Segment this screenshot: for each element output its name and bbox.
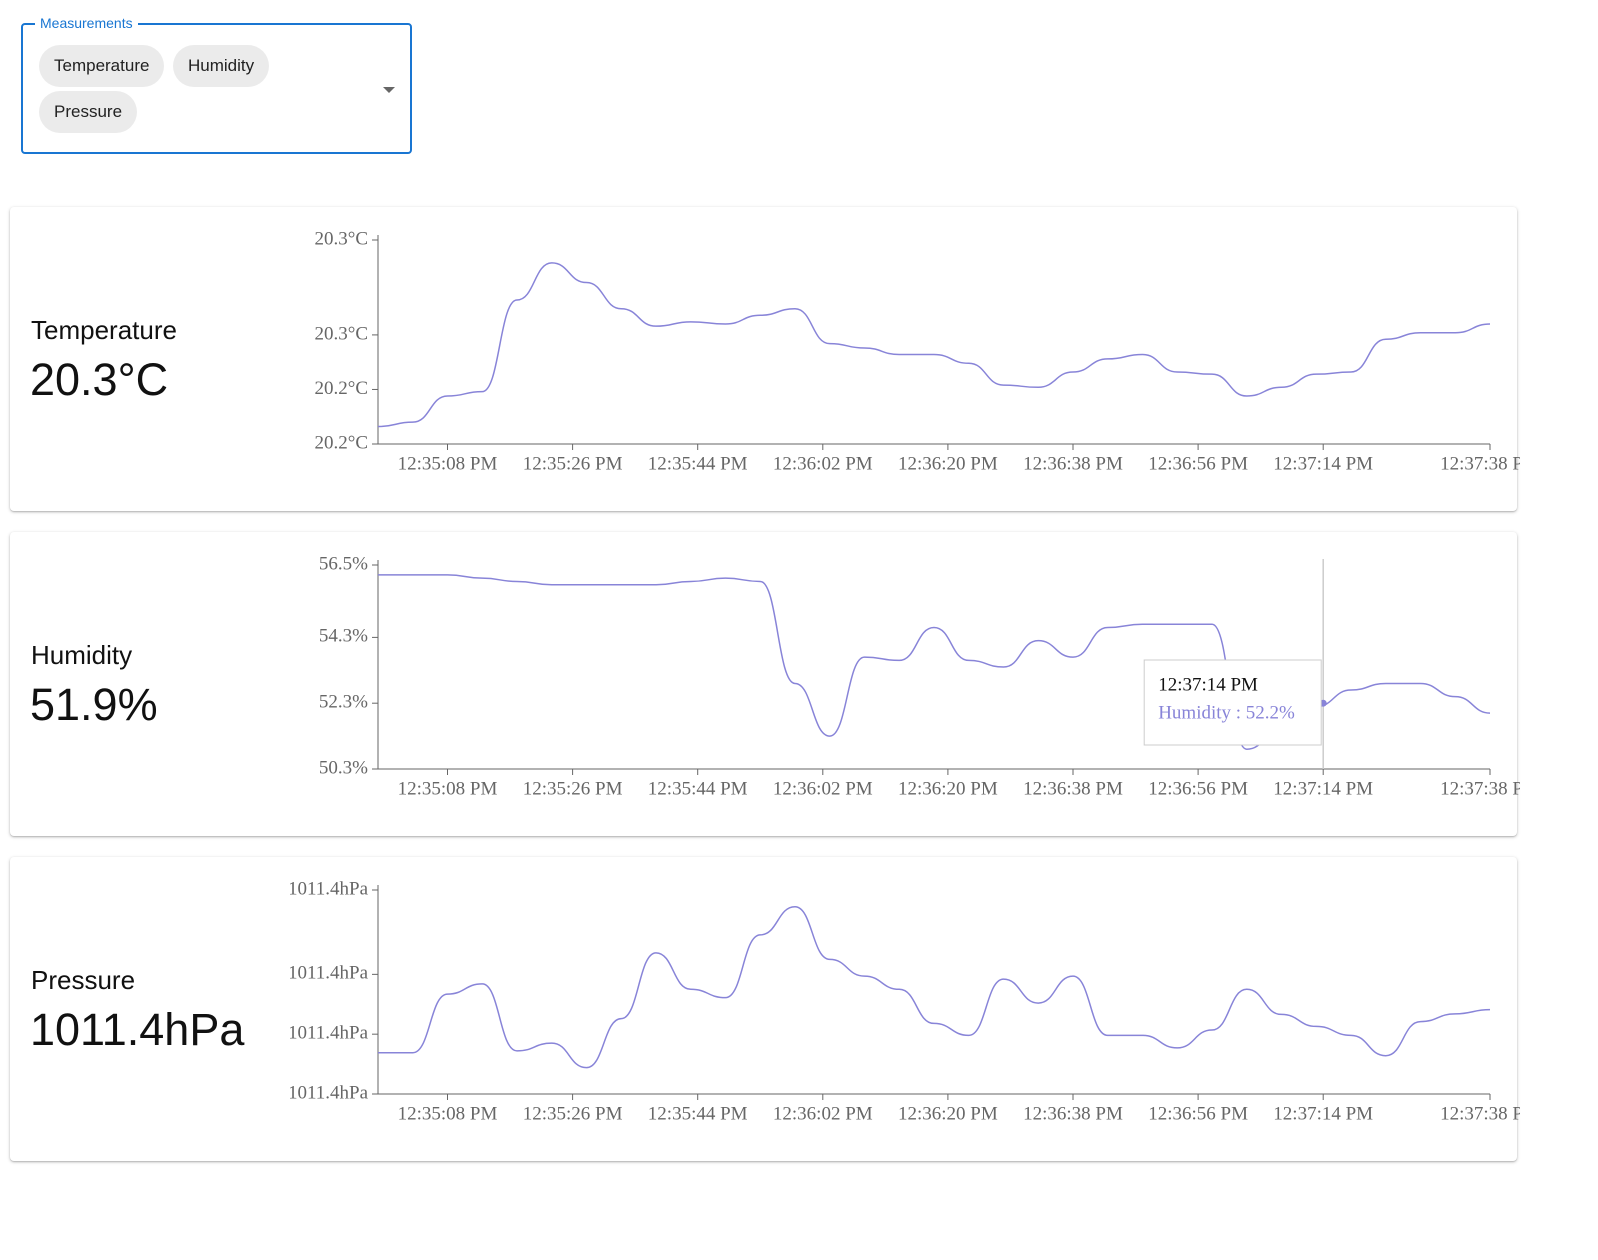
- x-tick-label: 12:36:02 PM: [773, 778, 873, 799]
- y-tick-label: 1011.4hPa: [290, 1023, 369, 1044]
- x-tick-label: 12:37:38 PM: [1440, 1103, 1520, 1124]
- x-tick-label: 12:35:26 PM: [523, 778, 623, 799]
- y-tick-label: 52.3%: [319, 692, 368, 713]
- tooltip-label: 12:37:14 PM: [1158, 674, 1258, 695]
- x-tick-label: 12:36:20 PM: [898, 1103, 998, 1124]
- x-tick-label: 12:36:38 PM: [1023, 1103, 1123, 1124]
- chart: 50.3% 52.3% 54.3% 56.5% 12:35:08 PM 12:35:26 …: [319, 553, 1520, 799]
- x-tick-label: 12:36:38 PM: [1023, 778, 1123, 799]
- y-tick-label: 1011.4hPa: [290, 963, 369, 984]
- x-tick-label: 12:35:08 PM: [398, 1103, 498, 1124]
- x-tick-label: 12:35:26 PM: [523, 453, 623, 474]
- chart: 20.2°C 20.2°C 20.3°C 20.3°C 12:35:08 PM 12:35…: [314, 228, 1520, 474]
- x-tick-label: 12:36:38 PM: [1023, 453, 1123, 474]
- x-tick-label: 12:36:20 PM: [898, 453, 998, 474]
- chip[interactable]: Pressure: [39, 91, 138, 133]
- x-tick-label: 12:35:08 PM: [398, 778, 498, 799]
- x-tick-label: 12:36:02 PM: [773, 1103, 873, 1124]
- x-tick-label: 12:37:14 PM: [1273, 1103, 1373, 1124]
- dropdown-arrow[interactable]: [383, 87, 395, 93]
- card-value: 20.3°C: [30, 354, 169, 405]
- chip[interactable]: Humidity: [173, 45, 270, 87]
- tooltip-value: Humidity : 52.2%: [1158, 702, 1295, 723]
- y-tick-label: 1011.4hPa: [290, 878, 369, 899]
- x-tick-label: 12:36:56 PM: [1148, 453, 1248, 474]
- x-tick-label: 12:35:44 PM: [648, 1103, 748, 1124]
- y-tick-label: 20.3°C: [314, 228, 368, 249]
- y-tick-label: 50.3%: [319, 757, 368, 778]
- chip[interactable]: Temperature: [39, 45, 165, 87]
- y-tick-label: 20.2°C: [314, 432, 368, 453]
- y-tick-label: 1011.4hPa: [290, 1082, 369, 1103]
- x-tick-label: 12:35:08 PM: [398, 453, 498, 474]
- y-tick-label: 54.3%: [319, 626, 368, 647]
- x-tick-label: 12:36:56 PM: [1148, 1103, 1248, 1124]
- x-tick-label: 12:37:38 PM: [1440, 453, 1520, 474]
- x-tick-label: 12:36:56 PM: [1148, 778, 1248, 799]
- select-label: Measurements: [35, 14, 138, 32]
- card: Temperature 20.3°C 20.2°C 20.2°C 20.3°C 20.3°…: [10, 207, 1520, 511]
- x-tick-label: 12:36:02 PM: [773, 453, 873, 474]
- card: Humidity 51.9% 50.3% 52.3% 54.3% 56.5% 12:35:0…: [10, 532, 1520, 836]
- x-tick-label: 12:36:20 PM: [898, 778, 998, 799]
- card-title: Pressure: [31, 965, 136, 995]
- y-tick-label: 20.3°C: [314, 323, 368, 344]
- card-value: 1011.4hPa: [30, 1004, 245, 1055]
- x-tick-label: 12:35:26 PM: [523, 1103, 623, 1124]
- tooltip-box: [1143, 659, 1322, 746]
- x-tick-label: 12:37:14 PM: [1273, 453, 1373, 474]
- x-tick-label: 12:35:44 PM: [648, 453, 748, 474]
- data-line: [377, 906, 1491, 1069]
- y-tick-label: 56.5%: [319, 553, 368, 574]
- card-title: Humidity: [31, 640, 133, 670]
- card-value: 51.9%: [30, 679, 158, 730]
- card-title: Temperature: [31, 315, 177, 345]
- data-line: [377, 262, 1491, 428]
- card: Pressure 1011.4hPa 1011.4hPa 1011.4hPa 1011.…: [10, 857, 1520, 1161]
- x-tick-label: 12:37:38 PM: [1440, 778, 1520, 799]
- chart: 1011.4hPa 1011.4hPa 1011.4hPa 1011.4hPa 12:3…: [290, 878, 1520, 1124]
- y-tick-label: 20.2°C: [314, 378, 368, 399]
- x-tick-label: 12:35:44 PM: [648, 778, 748, 799]
- x-tick-label: 12:37:14 PM: [1273, 778, 1373, 799]
- measurement-select[interactable]: Measurements Temperature Humidity Pressu…: [21, 14, 412, 154]
